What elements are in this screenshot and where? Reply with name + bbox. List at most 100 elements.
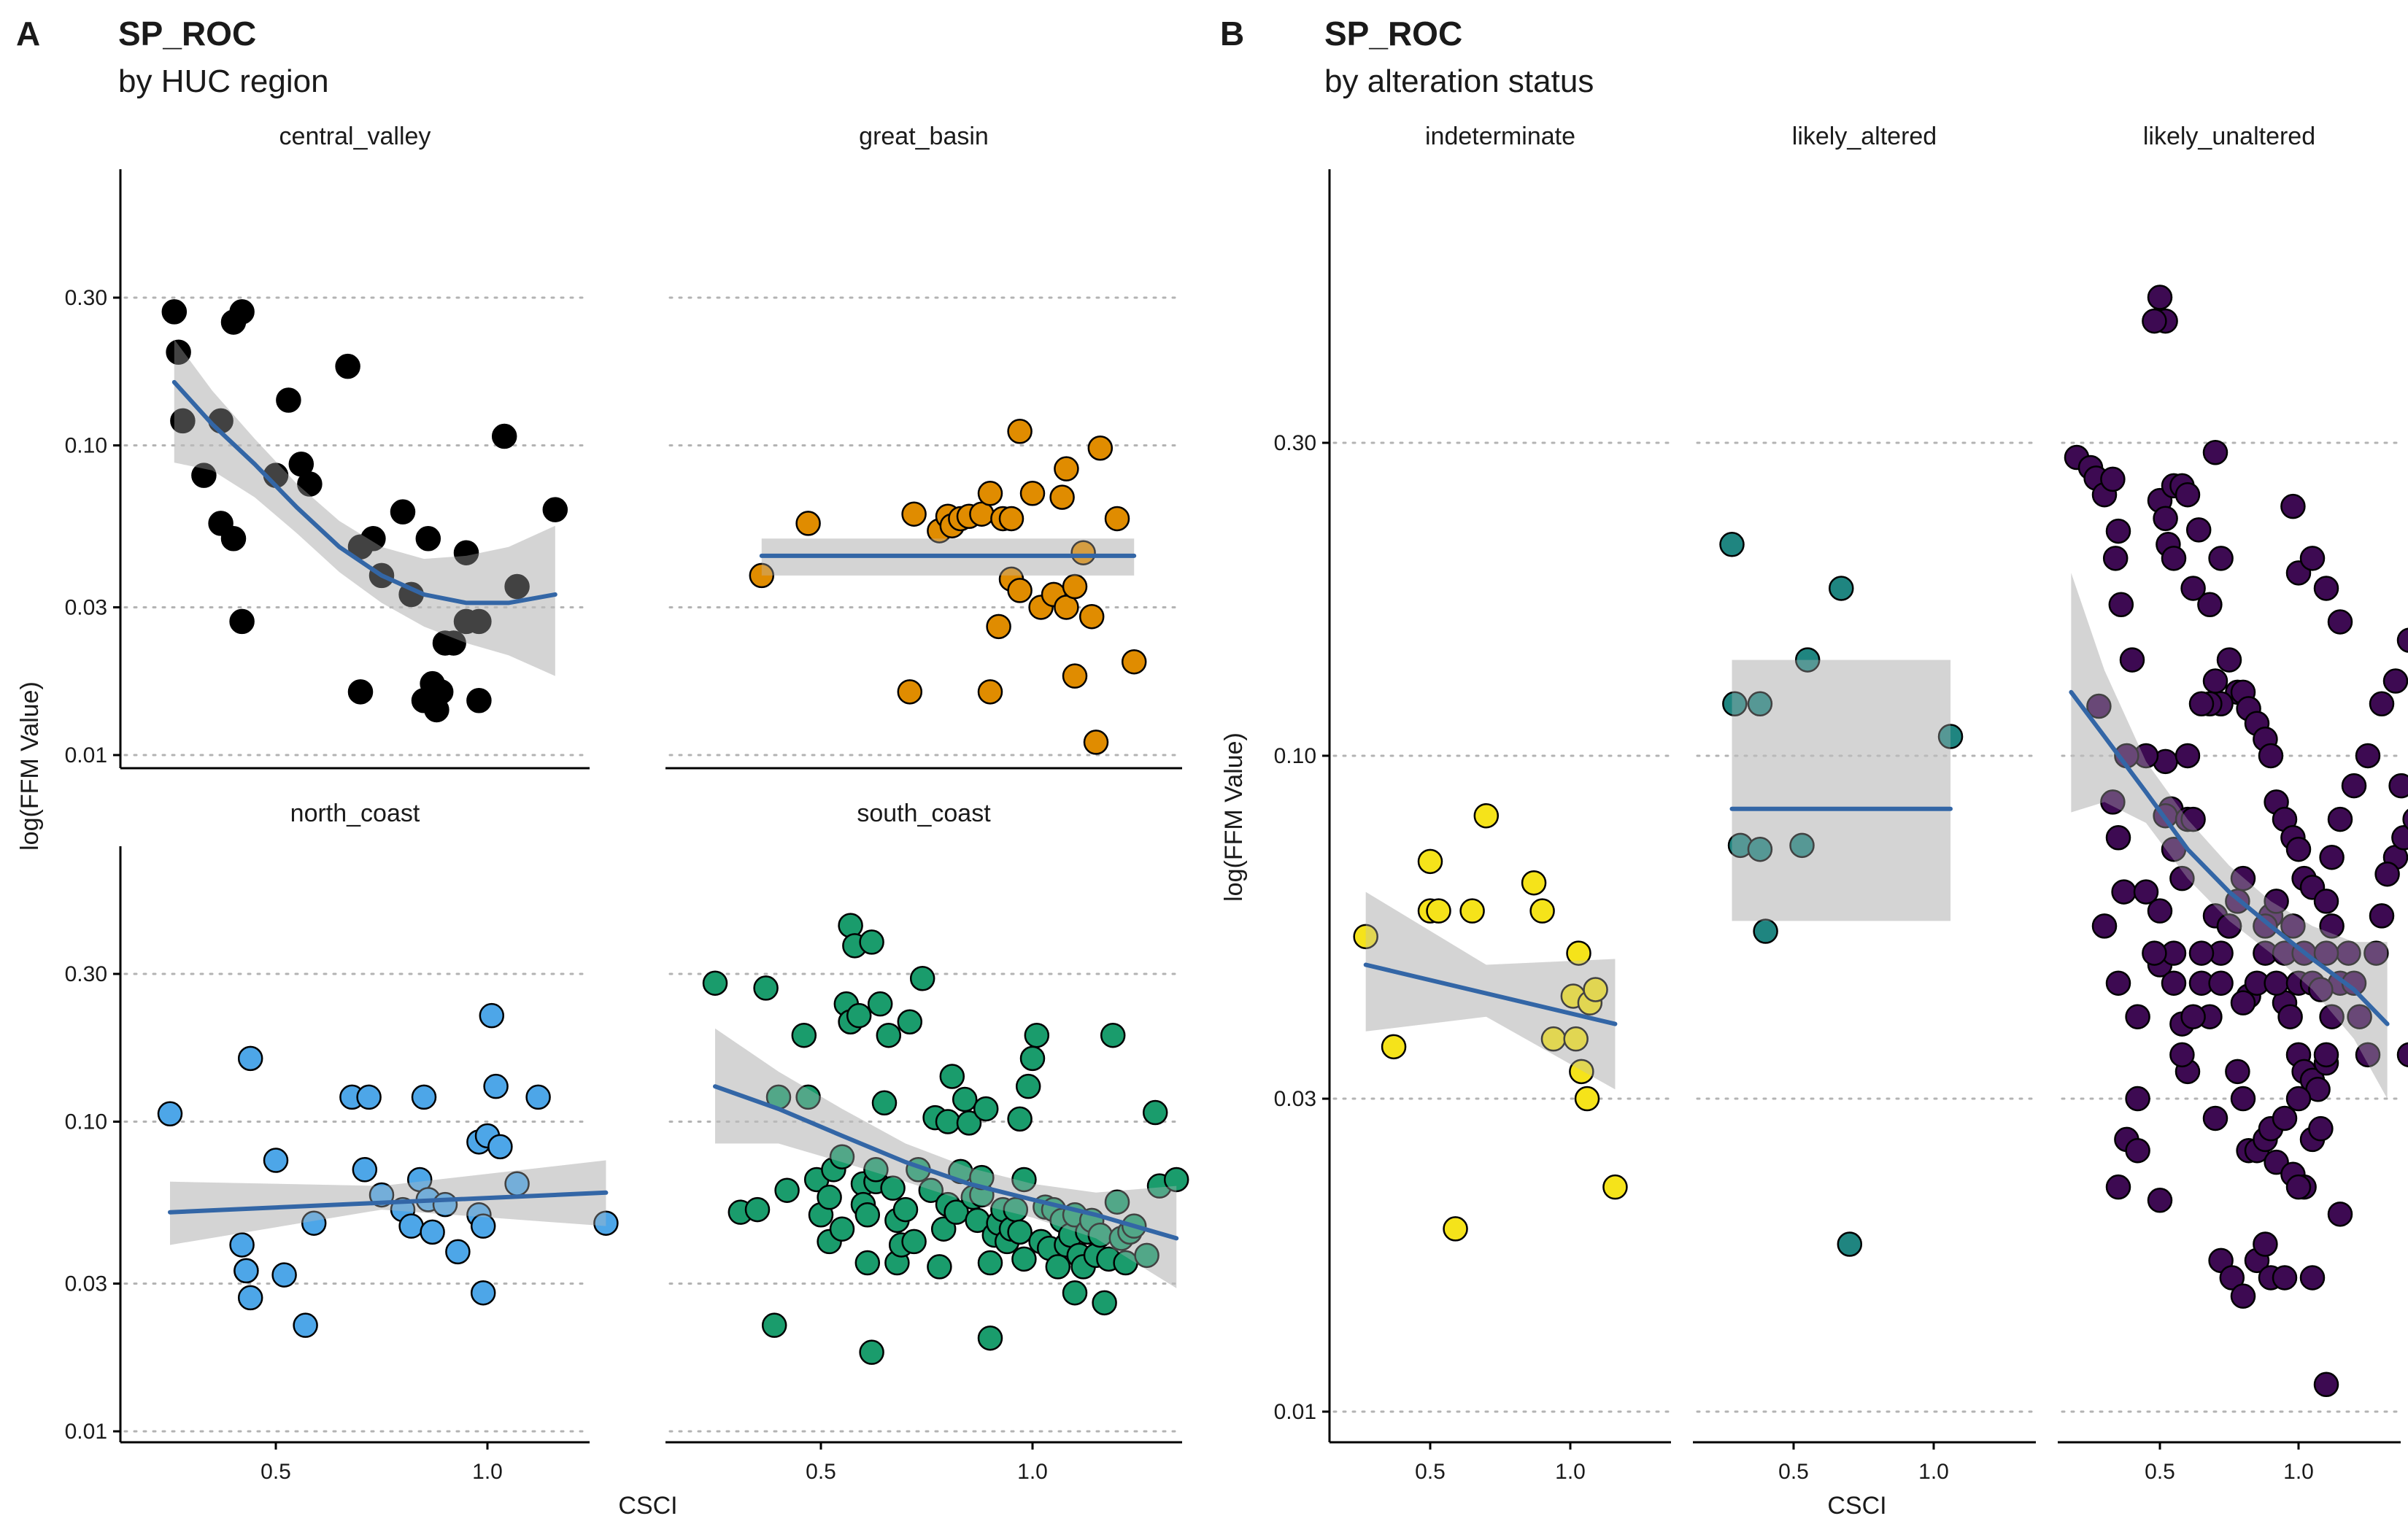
data-point [297,471,323,497]
data-point [918,1177,944,1203]
data-point [2125,1004,2150,1029]
data-point [871,1090,898,1116]
data-point [2086,693,2112,719]
data-point [487,1134,513,1160]
data-point [1011,1246,1037,1272]
y-tick-label: 0.03 [65,1272,107,1296]
facet-strip-label: likely_altered [1792,123,1937,150]
trend-line [168,1190,609,1215]
data-point [2105,970,2131,996]
data-point [390,499,416,525]
data-point [2382,668,2408,694]
trend-line [2069,689,2390,1026]
facet-central-valley: central_valley 0.01 0.03 0.10 0.30 [65,123,591,770]
data-point [702,970,728,996]
data-point [1092,1290,1117,1316]
data-point [2355,743,2381,769]
data-point [927,1254,952,1280]
data-point [2161,970,2187,996]
data-point [2100,789,2126,815]
data-point [859,929,884,955]
data-point [2185,517,2212,543]
data-point [1529,898,1555,924]
data-point [1563,1026,1589,1052]
data-point [2174,743,2201,769]
data-point [2091,913,2118,939]
data-point [2230,990,2256,1015]
data-point [829,1144,855,1169]
data-point [271,1262,297,1288]
panel-b-subtitle: by alteration status [1324,63,1594,99]
facet-strip-label: central_valley [279,123,431,150]
data-point [229,1232,255,1258]
data-point [846,1002,872,1029]
data-point [2174,481,2201,508]
data-point [1353,924,1378,950]
data-point [466,688,492,713]
panel-a-x-axis-title: CSCI [618,1492,677,1520]
data-point [229,608,255,635]
data-point [1837,1231,1863,1257]
trend-line [713,1084,1179,1241]
data-point [2105,1174,2131,1200]
data-point [1015,1073,1041,1099]
data-point [2202,439,2228,465]
y-tick-label: 0.01 [65,1420,107,1444]
data-point [2327,806,2353,832]
data-point [2169,1042,2195,1068]
data-point [2319,1004,2345,1029]
data-point [863,1157,889,1183]
data-point [1070,540,1096,565]
facet-north-coast: north_coast 0.01 0.03 0.10 0.30 0.5 1.0 [65,800,619,1484]
data-point [986,614,1011,640]
data-point [2108,592,2134,618]
data-point [876,1022,902,1048]
data-point [2347,1004,2372,1029]
data-point [237,1285,263,1311]
facet-south-coast: south_coast 0.5 1.0 [665,800,1189,1484]
data-point [977,481,1003,506]
data-point [1789,832,1815,859]
data-point [1794,647,1821,673]
data-point [2125,1137,2150,1164]
data-point [2285,1086,2312,1112]
facet-strip-label: south_coast [857,800,991,827]
data-point [301,1210,327,1236]
data-point [2277,1004,2303,1029]
facet-strip-label: indeterminate [1425,123,1575,150]
data-point [1381,1034,1407,1060]
data-point [1049,484,1075,510]
data-point [347,679,374,705]
data-point [2147,898,2173,924]
data-point [542,497,568,522]
data-point [2142,308,2167,334]
data-point [2180,576,2206,601]
data-point [2313,1372,2339,1398]
data-point [1566,940,1591,966]
data-point [2125,1086,2150,1112]
data-point [2313,889,2339,914]
data-point [2147,1188,2173,1213]
panel-b-x-axis-title: CSCI [1827,1492,1886,1520]
data-point [1459,898,1485,924]
data-point [977,1325,1003,1351]
data-point [935,1109,961,1134]
data-point [901,1229,927,1255]
data-point [1007,1106,1033,1132]
data-point [2100,466,2126,492]
data-point [491,423,517,449]
data-point [1602,1174,1628,1200]
data-point [2327,1202,2353,1227]
data-point [2391,825,2408,851]
data-point [2253,913,2278,939]
data-point [2280,493,2306,519]
data-point [1134,1242,1159,1269]
data-point [2280,913,2306,939]
data-point [1722,691,1748,717]
data-point [263,1148,289,1173]
data-point [2369,903,2395,929]
confidence-band [2071,573,2388,1099]
data-point [2230,1283,2256,1309]
data-point [2216,913,2242,939]
data-point [956,1110,982,1136]
